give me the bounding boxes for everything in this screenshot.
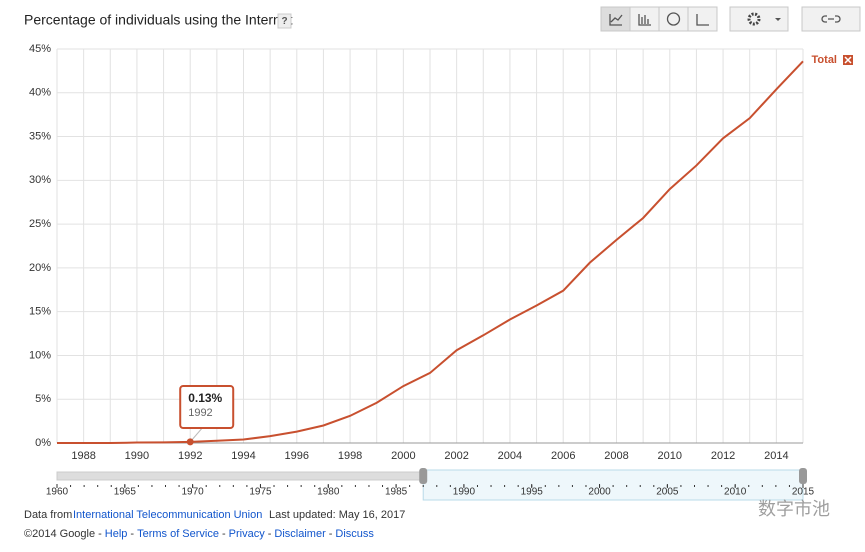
timeline-handle[interactable]	[799, 468, 807, 484]
y-tick-label: 0%	[35, 437, 51, 449]
x-tick-label: 1994	[231, 450, 255, 462]
timeline-handle[interactable]	[419, 468, 428, 484]
footer-link[interactable]: Discuss	[335, 528, 374, 540]
timeline-label: 1990	[453, 487, 476, 498]
scatter-icon	[696, 14, 709, 26]
y-tick-label: 30%	[29, 174, 51, 186]
tooltip-value: 0.13%	[188, 391, 222, 405]
legend-remove-x[interactable]	[844, 56, 852, 64]
timeline-label: 2005	[656, 487, 679, 498]
separator: -	[130, 528, 134, 540]
y-tick-label: 20%	[29, 262, 51, 274]
timeline-label: 2000	[588, 487, 611, 498]
x-tick-label: 2002	[444, 450, 468, 462]
watermark: 数字市池	[758, 499, 830, 519]
data-point	[186, 438, 194, 446]
last-updated: Last updated: May 16, 2017	[269, 509, 405, 521]
dropdown-icon	[775, 18, 781, 21]
x-tick-label: 2010	[658, 450, 682, 462]
separator: -	[329, 528, 333, 540]
footer-links: ©2014 Google - Help - Terms of Service - Priva…	[24, 528, 374, 540]
x-tick-label: 2012	[711, 450, 735, 462]
tooltip	[179, 385, 235, 429]
timeline-label: 1960	[46, 487, 69, 498]
x-tick-label: 2006	[551, 450, 575, 462]
timeline-label: 2015	[792, 487, 815, 498]
x-tick-label: 2004	[498, 450, 522, 462]
gear-icon	[747, 12, 761, 26]
timeline-label: 1980	[317, 487, 340, 498]
source-prefix: Data from	[24, 509, 72, 521]
globe-icon	[666, 12, 681, 26]
timeline-label: 1995	[521, 487, 544, 498]
footer-link[interactable]: Disclaimer	[274, 528, 326, 540]
x-tick-label: 1988	[71, 450, 95, 462]
x-tick-label: 1998	[338, 450, 362, 462]
x-tick-label: 1996	[285, 450, 309, 462]
footer-link[interactable]: Privacy	[229, 528, 266, 540]
separator: -	[98, 528, 102, 540]
x-tick-label: 1990	[125, 450, 149, 462]
chart-title: Percentage of individuals using the Inte…	[24, 12, 293, 28]
timeline-label: 2010	[724, 487, 747, 498]
timeline-label: 1985	[385, 487, 408, 498]
y-tick-label: 40%	[29, 87, 51, 99]
legend-label[interactable]: Total	[812, 54, 837, 66]
timeline-label: 1975	[249, 487, 272, 498]
y-tick-label: 15%	[29, 306, 51, 318]
footer-link[interactable]: Terms of Service	[137, 528, 219, 540]
link-icon	[821, 15, 841, 23]
y-tick-label: 5%	[35, 393, 51, 405]
source-link[interactable]: International Telecommunication Union	[73, 509, 262, 521]
footer-link[interactable]: Help	[105, 528, 128, 540]
y-tick-label: 25%	[29, 218, 51, 230]
map-button[interactable]	[658, 6, 689, 32]
separator: -	[222, 528, 226, 540]
separator: -	[268, 528, 272, 540]
scatter-button[interactable]	[687, 6, 718, 32]
y-tick-label: 10%	[29, 349, 51, 361]
bar-icon	[638, 14, 651, 26]
timeline-label: 1965	[114, 487, 137, 498]
data-line	[57, 60, 804, 444]
plot: 1988 1990 1992 1994 1996 1998 2000 2002 2004 2006…	[29, 43, 815, 501]
copyright: ©2014 Google	[24, 528, 95, 540]
x-tick-label: 2008	[604, 450, 628, 462]
y-tick-label: 35%	[29, 130, 51, 142]
x-tick-label: 2000	[391, 450, 415, 462]
x-tick-label: 2014	[764, 450, 788, 462]
y-tick-label: 45%	[29, 43, 51, 55]
tooltip-year: 1992	[188, 407, 212, 419]
help-button[interactable]	[277, 13, 292, 29]
x-tick-label: 1992	[178, 450, 202, 462]
line-icon	[609, 14, 623, 26]
timeline-label: 1970	[182, 487, 205, 498]
chart-type-buttons	[600, 6, 861, 32]
help-label[interactable]: ?	[281, 16, 287, 27]
